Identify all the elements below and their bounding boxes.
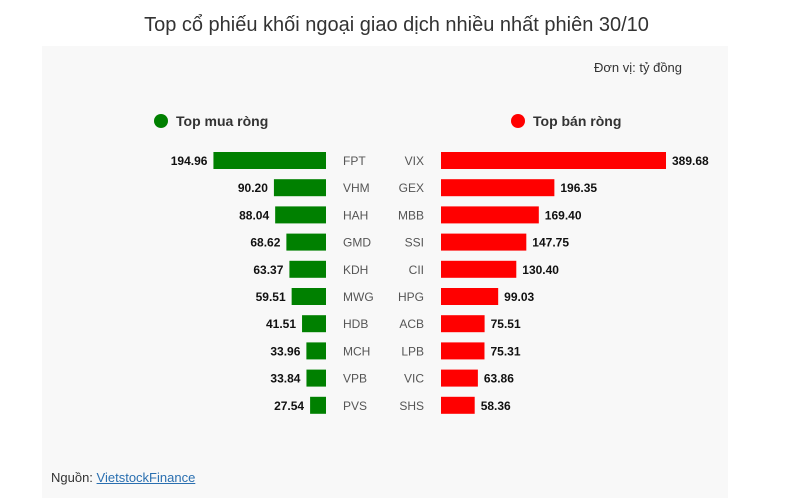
sell-ticker-label: HPG (398, 290, 424, 304)
sell-ticker-label: GEX (399, 181, 424, 195)
buy-value-label: 63.37 (253, 263, 283, 277)
legend-sell-label: Top bán ròng (533, 113, 622, 129)
buy-bar-mch (306, 342, 326, 360)
buy-ticker-label: PVS (343, 399, 367, 413)
buy-value-label: 88.04 (239, 208, 269, 222)
buy-value-label: 194.96 (171, 154, 208, 168)
sell-value-label: 147.75 (532, 236, 569, 250)
buy-bar-vhm (273, 179, 326, 197)
sell-value-label: 169.40 (545, 208, 582, 222)
buy-bar-fpt (213, 152, 326, 169)
sell-bar-gex (441, 179, 555, 197)
buy-bar-kdh (289, 260, 326, 278)
sell-ticker-label: MBB (398, 208, 424, 222)
sell-bar-shs (441, 396, 475, 414)
sell-value-label: 63.86 (484, 372, 514, 386)
sell-bar-hpg (441, 288, 499, 305)
buy-bar-hdb (302, 315, 326, 333)
buy-ticker-label: HAH (343, 208, 368, 222)
buy-value-label: 27.54 (274, 399, 304, 413)
sell-bar-acb (441, 315, 485, 333)
buy-value-label: 59.51 (256, 290, 286, 304)
buy-bar-mwg (291, 288, 326, 305)
source-prefix: Nguồn: (51, 470, 97, 485)
sell-value-label: 130.40 (522, 263, 559, 277)
sell-ticker-label: VIC (404, 372, 424, 386)
buy-ticker-label: HDB (343, 317, 368, 331)
buy-bar-vpb (306, 369, 326, 387)
sell-bar-cii (441, 260, 517, 278)
sell-ticker-label: VIX (405, 154, 424, 168)
sell-value-label: 99.03 (504, 290, 534, 304)
sell-ticker-label: ACB (399, 317, 424, 331)
sell-bar-vic (441, 369, 478, 387)
buy-bar-gmd (286, 233, 326, 251)
sell-value-label: 196.35 (560, 181, 597, 195)
sell-value-label: 389.68 (672, 154, 709, 168)
buy-value-label: 33.96 (270, 344, 300, 358)
buy-ticker-label: VPB (343, 372, 367, 386)
sell-bar-vix (441, 152, 666, 169)
buy-ticker-label: MWG (343, 290, 374, 304)
buy-ticker-label: MCH (343, 344, 370, 358)
chart-title: Top cổ phiếu khối ngoại giao dịch nhiều … (144, 14, 649, 36)
legend-sell-dot-icon (511, 114, 525, 128)
sell-ticker-label: CII (409, 263, 424, 277)
sell-bar-lpb (441, 342, 485, 360)
buy-value-label: 41.51 (266, 317, 296, 331)
source-link[interactable]: VietstockFinance (96, 470, 196, 485)
buy-bar-hah (275, 206, 326, 224)
sell-value-label: 75.31 (490, 344, 520, 358)
buy-ticker-label: GMD (343, 236, 371, 250)
buy-ticker-label: VHM (343, 181, 370, 195)
buy-value-label: 33.84 (270, 372, 300, 386)
legend-buy-label: Top mua ròng (176, 113, 269, 129)
sell-bar-ssi (441, 233, 527, 251)
legend-buy-dot-icon (154, 114, 168, 128)
buy-value-label: 90.20 (238, 181, 268, 195)
sell-value-label: 75.51 (491, 317, 521, 331)
legend-buy: Top mua ròng (154, 112, 268, 130)
buy-bar-pvs (310, 396, 326, 414)
legend-sell: Top bán ròng (511, 112, 621, 130)
unit-label: Đơn vị: tỷ đồng (594, 60, 683, 75)
sell-ticker-label: SHS (399, 399, 424, 413)
sell-value-label: 58.36 (481, 399, 511, 413)
sell-ticker-label: SSI (405, 236, 424, 250)
sell-bar-mbb (441, 206, 539, 224)
buy-ticker-label: FPT (343, 154, 366, 168)
buy-ticker-label: KDH (343, 263, 368, 277)
sell-ticker-label: LPB (401, 344, 424, 358)
buy-value-label: 68.62 (250, 236, 280, 250)
source-line: Nguồn: VietstockFinance (51, 470, 195, 485)
